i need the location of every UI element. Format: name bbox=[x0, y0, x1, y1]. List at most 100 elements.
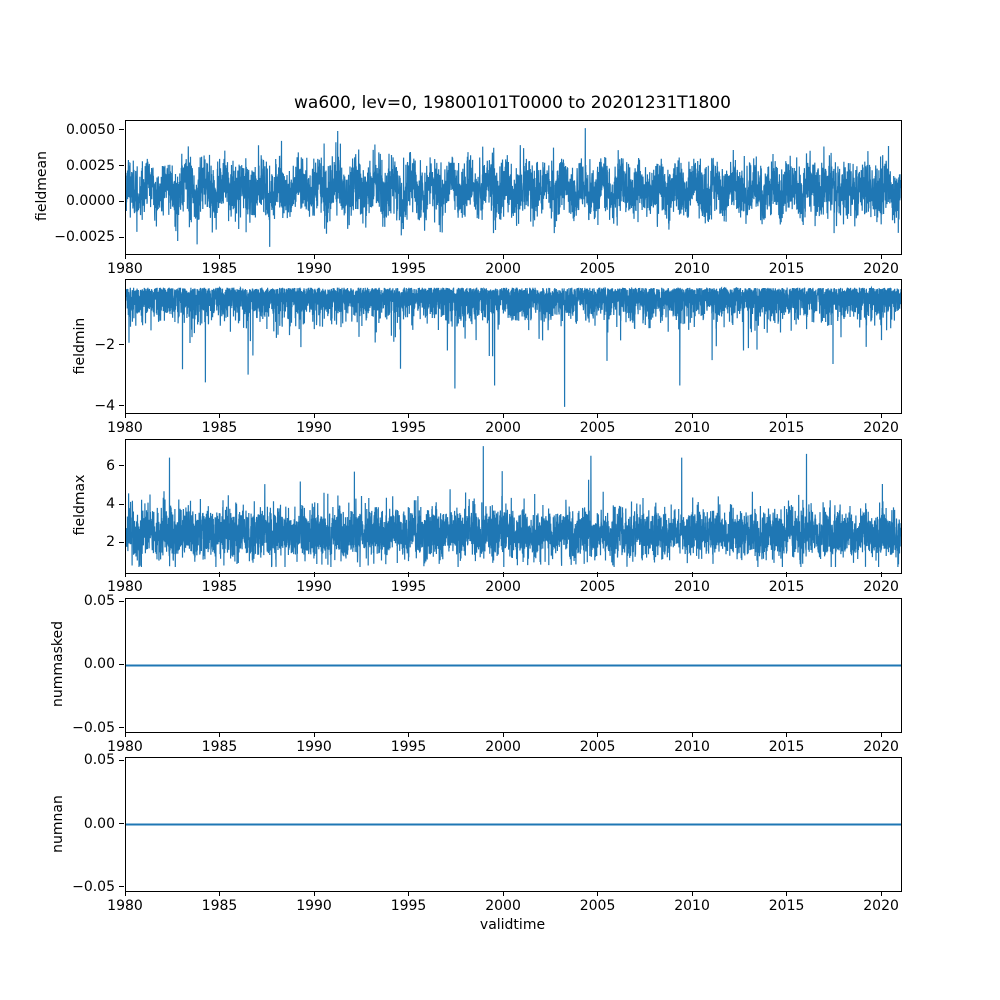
x-tick bbox=[408, 253, 410, 259]
x-tick bbox=[408, 891, 410, 896]
x-tick-label: 2000 bbox=[485, 420, 521, 437]
x-tick-label: 1995 bbox=[390, 738, 427, 755]
y-tick-label: 0.0050 bbox=[66, 121, 115, 138]
x-tick bbox=[786, 253, 788, 259]
x-tick-label: 1995 bbox=[390, 420, 427, 437]
fieldmin-plot-area bbox=[126, 285, 901, 408]
x-tick-label: 1985 bbox=[201, 738, 238, 755]
x-tick bbox=[691, 572, 693, 578]
subplot-fieldmean bbox=[125, 120, 902, 255]
y-tick-label: 0.0000 bbox=[66, 193, 115, 210]
x-tick-label: 2005 bbox=[579, 260, 616, 277]
fieldmax-plot-area bbox=[126, 445, 901, 567]
subplot-fieldmax bbox=[125, 438, 902, 574]
x-tick-label: 1980 bbox=[107, 898, 143, 914]
x-tick-label: 1980 bbox=[107, 579, 143, 596]
x-tick-label: 2000 bbox=[485, 260, 521, 277]
x-tick-label: 2005 bbox=[579, 579, 616, 596]
y-tick bbox=[119, 129, 124, 131]
x-tick bbox=[219, 731, 220, 737]
y-tick-label: 0.05 bbox=[83, 752, 115, 769]
x-tick-label: 1980 bbox=[107, 260, 143, 277]
y-tick-label: 0.00 bbox=[83, 656, 115, 673]
x-tick-label: 2010 bbox=[674, 579, 710, 596]
nummasked-plot-area bbox=[126, 664, 901, 667]
x-tick bbox=[313, 413, 315, 419]
fieldmin-series-line bbox=[126, 285, 901, 408]
x-tick bbox=[597, 731, 599, 737]
x-tick-label: 2010 bbox=[674, 898, 710, 914]
x-tick bbox=[691, 413, 693, 419]
x-tick bbox=[219, 891, 220, 896]
x-tick bbox=[124, 891, 126, 896]
x-tick-label: 2000 bbox=[485, 898, 521, 914]
x-tick-label: 1985 bbox=[201, 260, 238, 277]
x-tick-label: 2015 bbox=[768, 260, 805, 277]
x-tick-label: 1990 bbox=[296, 420, 332, 437]
y-tick-label: 0.0025 bbox=[66, 157, 115, 174]
y-tick bbox=[119, 344, 124, 346]
x-tick bbox=[880, 572, 882, 578]
chart-title: wa600, lev=0, 19800101T0000 to 20201231T… bbox=[294, 93, 731, 113]
x-tick-label: 2015 bbox=[768, 420, 805, 437]
x-tick bbox=[219, 413, 220, 419]
x-tick-label: 1985 bbox=[201, 898, 238, 914]
y-tick-label: −0.05 bbox=[72, 719, 115, 736]
x-tick bbox=[502, 413, 504, 419]
numnan-plot-area bbox=[126, 823, 901, 826]
x-tick-label: 2010 bbox=[674, 738, 710, 755]
x-tick-label: 2020 bbox=[863, 260, 899, 277]
x-tick-label: 2000 bbox=[485, 738, 521, 755]
y-tick bbox=[119, 165, 124, 167]
x-tick-label: 2005 bbox=[579, 898, 616, 914]
x-tick bbox=[597, 413, 599, 419]
x-tick bbox=[124, 572, 126, 578]
x-tick bbox=[502, 572, 504, 578]
x-tick-label: 1995 bbox=[390, 579, 427, 596]
x-tick bbox=[124, 731, 126, 737]
x-tick bbox=[313, 253, 315, 259]
x-tick bbox=[124, 253, 126, 259]
x-tick bbox=[313, 891, 315, 896]
x-tick bbox=[408, 413, 410, 419]
y-tick-label: 0.05 bbox=[83, 593, 115, 610]
x-tick-label: 1990 bbox=[296, 738, 332, 755]
x-tick-label: 2010 bbox=[674, 420, 710, 437]
x-tick-label: 1990 bbox=[296, 260, 332, 277]
x-tick bbox=[786, 413, 788, 419]
x-tick-label: 2010 bbox=[674, 260, 710, 277]
x-tick-label: 2015 bbox=[768, 898, 805, 914]
x-tick bbox=[502, 731, 504, 737]
x-tick-label: 1995 bbox=[390, 260, 427, 277]
x-tick bbox=[880, 413, 882, 419]
y-tick bbox=[119, 236, 124, 238]
x-tick-label: 2015 bbox=[768, 738, 805, 755]
x-tick bbox=[880, 891, 882, 896]
subplot-numnan bbox=[125, 757, 902, 893]
x-tick-label: 1985 bbox=[201, 579, 238, 596]
x-tick-label: 2005 bbox=[579, 738, 616, 755]
x-tick bbox=[313, 572, 315, 578]
y-tick-label: 6 bbox=[106, 457, 115, 474]
x-tick bbox=[124, 413, 126, 419]
x-tick bbox=[502, 253, 504, 259]
x-tick bbox=[313, 731, 315, 737]
y-tick bbox=[119, 600, 124, 602]
x-tick-label: 1995 bbox=[390, 898, 427, 914]
x-tick bbox=[786, 572, 788, 578]
y-tick bbox=[119, 727, 124, 729]
y-tick bbox=[119, 465, 124, 467]
y-tick-label: 0.00 bbox=[83, 815, 115, 832]
y-tick bbox=[119, 823, 124, 825]
x-tick bbox=[502, 891, 504, 896]
x-tick bbox=[219, 253, 220, 259]
x-tick bbox=[880, 253, 882, 259]
y-tick-label: 2 bbox=[106, 534, 115, 551]
x-tick bbox=[219, 572, 220, 578]
x-tick-label: 2020 bbox=[863, 579, 899, 596]
y-tick-label: 4 bbox=[106, 496, 115, 513]
x-tick bbox=[691, 891, 693, 896]
x-tick-label: 1980 bbox=[107, 420, 143, 437]
y-tick-label: −2 bbox=[94, 336, 115, 353]
